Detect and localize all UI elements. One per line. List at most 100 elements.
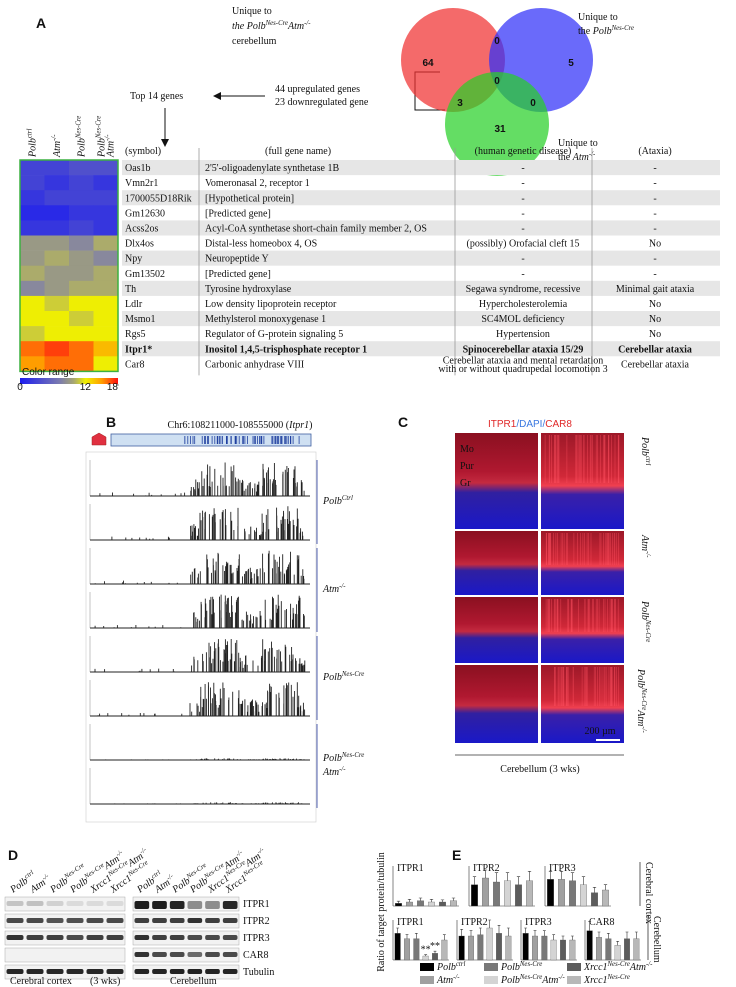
- band-label: ITPR1: [243, 899, 270, 910]
- bar: [504, 880, 511, 907]
- band: [205, 969, 220, 974]
- table-cell: Cerebellar ataxia and mental retardation: [443, 355, 603, 366]
- error-bar: [488, 919, 492, 928]
- stain-title: ITPR1/DAPI/CAR8: [488, 419, 572, 430]
- error-bar: [616, 941, 620, 946]
- text-part: Polb: [436, 962, 456, 973]
- heatmap-cell: [20, 235, 45, 251]
- text-part: Atm: [322, 767, 339, 778]
- heatmap-cell: [69, 341, 94, 357]
- error-bar: [396, 900, 401, 904]
- bar: [404, 938, 410, 961]
- region-label: Cerebellum: [651, 916, 662, 963]
- heatmap-cell: [44, 160, 70, 176]
- table-cell: Minimal gait ataxia: [616, 284, 695, 295]
- legend-label: Xrcc1Nes-Cre: [583, 974, 630, 986]
- error-bar: [581, 876, 586, 885]
- significance: **: [430, 941, 440, 952]
- superscript: -/-: [51, 134, 58, 141]
- coverage-track: [90, 758, 310, 761]
- venn-count: 0: [530, 98, 536, 109]
- legend-swatch: [484, 963, 498, 971]
- heatmap-cell: [93, 235, 119, 251]
- heatmap-cell: [69, 205, 94, 221]
- table-cell: Gm12630: [125, 208, 165, 219]
- error-bar: [396, 927, 400, 934]
- column-label-text: Atm-/-: [104, 134, 116, 158]
- table-cell: No: [649, 314, 661, 325]
- heatmap-cell: [20, 190, 45, 206]
- bar: [569, 880, 576, 907]
- superscript: Nes-Cre: [265, 20, 288, 27]
- band: [187, 952, 203, 957]
- error-bar: [559, 871, 564, 880]
- layer-label: Mo: [460, 444, 474, 455]
- table-cell: Spinocerebellar ataxia 15/29: [463, 344, 584, 355]
- bar: [395, 903, 402, 907]
- table-cell: No: [649, 329, 661, 340]
- bar: [569, 939, 576, 961]
- row-shade: [122, 311, 720, 327]
- superscript: -/-: [640, 726, 647, 733]
- band: [46, 969, 64, 974]
- row-label-text: PolbNes-Cre: [639, 600, 651, 642]
- table-cell: 1700055D18Rik: [125, 193, 192, 204]
- group-label: PolbNes-Cre: [322, 671, 364, 683]
- micrograph: [541, 433, 624, 529]
- gene-model: [110, 433, 312, 447]
- heatmap-cell: [44, 235, 70, 251]
- blot-strip: [132, 930, 240, 946]
- heatmap-cell: [20, 326, 45, 342]
- blot-strip: [4, 930, 126, 946]
- table-cell: Ldlr: [125, 299, 143, 310]
- note: 23 downregulated gene: [275, 97, 369, 108]
- superscript: ctrl: [26, 129, 33, 139]
- subplot-title: ITPR2: [473, 863, 500, 874]
- error-bar: [418, 897, 423, 901]
- band-label: CAR8: [243, 950, 269, 961]
- text-part: Polb: [76, 138, 87, 158]
- band: [26, 969, 44, 974]
- row-shade: [122, 190, 720, 206]
- legend-swatch: [420, 976, 434, 984]
- row-label: Polbctrl: [639, 436, 651, 465]
- bar: [477, 934, 484, 961]
- band: [187, 935, 203, 940]
- text-part: Polb: [635, 668, 646, 688]
- error-bar: [570, 872, 575, 881]
- error-bar: [451, 897, 456, 901]
- text-part: Polb: [322, 753, 342, 764]
- legend-swatch: [567, 963, 581, 971]
- table-cell: -: [521, 269, 524, 280]
- bar: [458, 935, 465, 961]
- band: [6, 901, 24, 906]
- heatmap-cell: [93, 356, 119, 372]
- dendrite-texture: [545, 599, 619, 632]
- heatmap-cell: [93, 205, 119, 221]
- heatmap-cell: [44, 280, 70, 297]
- band: [205, 918, 220, 923]
- band: [152, 935, 167, 940]
- bar: [496, 933, 502, 961]
- venn-label: Unique to: [578, 12, 618, 23]
- table-cell: Gm13502: [125, 269, 165, 280]
- heatmap-cell: [93, 220, 119, 236]
- heatmap-cell: [20, 341, 45, 357]
- band: [152, 901, 167, 909]
- row-shade: [122, 160, 720, 176]
- band: [134, 969, 150, 974]
- subplot-title: ITPR1: [397, 863, 424, 874]
- group-label: PolbCtrl: [322, 495, 353, 507]
- column-label-text: Polbctrl: [26, 129, 38, 158]
- text-part: cerebellum: [232, 36, 277, 47]
- venn-count: 0: [494, 36, 500, 47]
- group-label: Atm-/-: [322, 583, 346, 595]
- table-cell: [Hypothetical protein]: [205, 193, 294, 204]
- superscript: Nes-Cre: [640, 687, 647, 710]
- table-cell: -: [521, 193, 524, 204]
- panel-label: D: [8, 847, 18, 863]
- text-part: Atm: [635, 709, 646, 726]
- bar: [441, 939, 448, 961]
- blot-strip: [4, 964, 126, 980]
- color-tick-label: 0: [17, 382, 23, 393]
